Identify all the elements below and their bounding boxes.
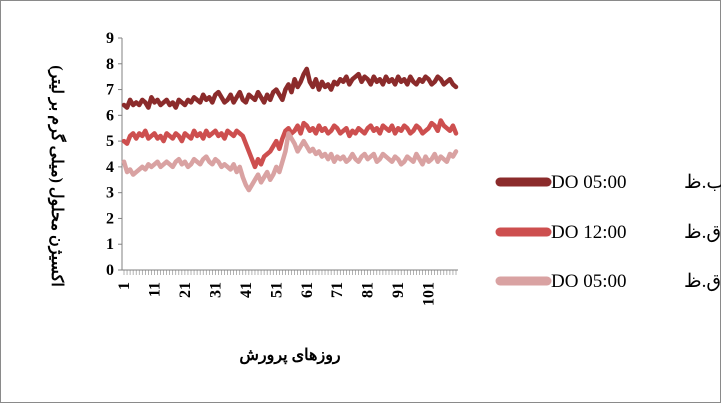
y-tick-label: 1 xyxy=(106,236,114,253)
legend-period-1: ب.ظ xyxy=(684,172,721,193)
y-tick-label: 5 xyxy=(106,133,114,150)
x-tick-label: 81 xyxy=(360,282,377,298)
x-tick-label: 31 xyxy=(207,282,224,298)
x-tick-label: 11 xyxy=(146,282,163,297)
x-tick-label: 91 xyxy=(390,282,407,298)
legend-label-2: DO 12:00 xyxy=(551,222,626,243)
legend-label-3: DO 05:00 xyxy=(551,271,626,292)
y-tick-label: 7 xyxy=(106,82,114,99)
legend-period-2: ق.ظ xyxy=(684,222,721,243)
y-tick-label: 2 xyxy=(106,210,114,227)
x-tick-label: 1 xyxy=(116,282,133,290)
y-axis: 0 1 2 3 4 5 6 7 8 9 xyxy=(106,30,123,279)
y-tick-label: 8 xyxy=(106,56,114,73)
y-axis-title: اکسیژن محلول (میلی گرم بر لیتر) xyxy=(47,65,67,287)
x-tick-label: 61 xyxy=(299,282,316,298)
x-axis-title: روزهای پرورش xyxy=(239,347,341,365)
y-tick-label: 9 xyxy=(106,30,114,47)
y-tick-label: 4 xyxy=(106,159,114,176)
x-tick-label: 51 xyxy=(268,282,285,298)
series-line-1 xyxy=(121,66,459,110)
series-layer xyxy=(121,66,459,193)
y-tick-label: 6 xyxy=(106,107,114,124)
legend-period-3: ق.ظ xyxy=(684,271,721,292)
x-tick-label: 101 xyxy=(421,282,438,306)
y-tick-label: 0 xyxy=(106,262,114,279)
x-tick-label: 21 xyxy=(177,282,194,298)
series-line-2 xyxy=(121,118,459,170)
legend-label-1: DO 05:00 xyxy=(551,172,626,193)
x-axis: 1 11 21 31 41 51 61 71 81 91 101 xyxy=(116,269,458,306)
x-tick-label: 71 xyxy=(329,282,346,298)
legend: DO 05:00 ب.ظ DO 12:00 ق.ظ DO 05:00 ق.ظ xyxy=(495,172,721,292)
y-tick-label: 3 xyxy=(106,185,114,202)
series-line-3 xyxy=(121,131,459,193)
x-tick-label: 41 xyxy=(238,282,255,298)
